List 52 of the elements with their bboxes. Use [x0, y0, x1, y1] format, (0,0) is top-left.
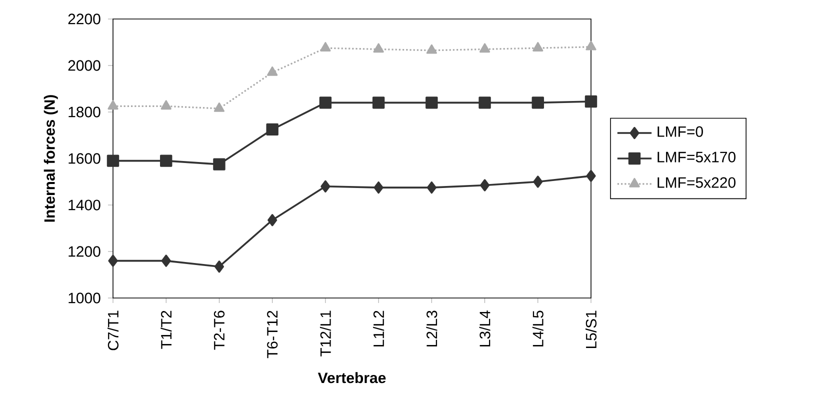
point [214, 260, 224, 273]
point [426, 181, 436, 194]
legend-label: LMF=5x170 [658, 152, 736, 162]
y-tick-label: 2000 [68, 60, 100, 71]
x-tick-label: T1/T2 [160, 310, 172, 349]
point [160, 100, 172, 110]
x-tick-label: C7/T1 [108, 310, 119, 350]
point [319, 96, 332, 109]
point [584, 95, 598, 108]
point [478, 96, 491, 109]
point [320, 180, 330, 192]
point [426, 96, 438, 109]
y-tick-label: 2200 [68, 14, 100, 24]
y-tick-label: 1600 [68, 153, 100, 164]
point [160, 154, 172, 167]
x-tick-label: T2-T6 [214, 310, 225, 350]
x-tick-label: L3/L4 [479, 310, 490, 346]
x-tick-label: L4/L5 [532, 310, 544, 346]
point [268, 214, 278, 226]
x-tick-label: L2/L3 [426, 310, 438, 346]
point [266, 123, 278, 136]
point [214, 102, 225, 112]
point [479, 43, 490, 53]
point [533, 176, 543, 188]
x-tick-label: T6-T12 [267, 310, 278, 358]
y-tick-label: 1800 [68, 106, 100, 118]
point [161, 254, 171, 267]
point [586, 40, 596, 50]
point [108, 100, 118, 110]
point [426, 44, 437, 54]
y-tick-label: 1400 [68, 200, 100, 210]
x-axis-title: Vertebrae [318, 372, 386, 384]
legend-label: LMF=0 [658, 126, 703, 137]
point [108, 254, 118, 267]
x-tick-label: L5/S1 [586, 310, 597, 348]
point [373, 43, 384, 53]
legend-label: LMF=5x220 [658, 177, 736, 188]
point [374, 181, 384, 194]
x-tick-label: L1/L2 [373, 310, 384, 346]
point [213, 158, 226, 170]
point [372, 96, 385, 109]
point [532, 96, 544, 109]
y-tick-label: 1200 [68, 246, 100, 257]
y-axis-title: Internal forces (N) [44, 95, 58, 222]
point [106, 154, 120, 167]
point [532, 42, 544, 52]
point [480, 179, 490, 192]
point [320, 42, 331, 52]
point [586, 170, 596, 182]
x-tick-label: T12/L1 [320, 310, 331, 356]
point [267, 66, 278, 76]
y-tick-label: 1000 [68, 292, 100, 304]
